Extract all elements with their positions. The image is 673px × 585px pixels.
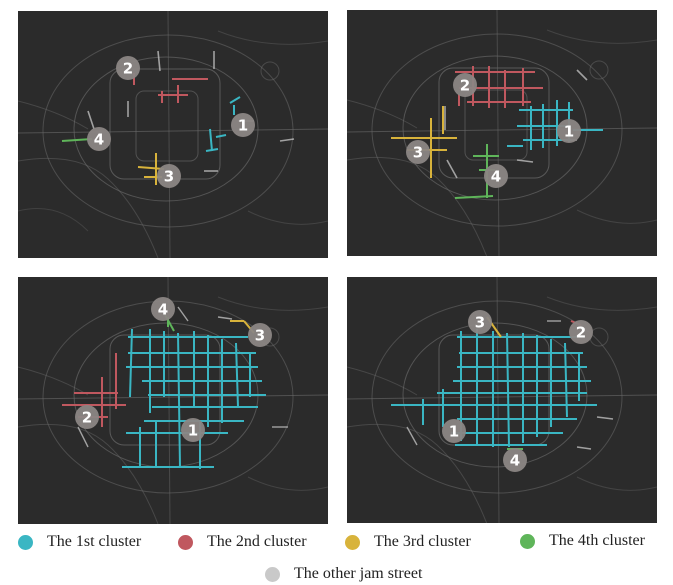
cluster-markers: 1 2 3 4 [442,310,593,472]
svg-text:1: 1 [188,422,198,440]
legend-label-cluster-2: The 2nd cluster [207,533,307,550]
legend-dot-cluster-3 [345,534,360,550]
legend-dot-other-jam-street [265,566,280,582]
cluster-marker-2: 2 [75,405,99,429]
svg-text:1: 1 [449,423,459,441]
svg-text:2: 2 [576,324,586,342]
legend-dot-cluster-2 [178,534,193,550]
legend-item-cluster-2: The 2nd cluster [178,532,307,552]
cluster-marker-3: 3 [406,140,430,164]
cluster-markers: 1 2 3 4 [87,56,255,188]
cluster-marker-3: 3 [157,164,181,188]
map-panel-4: 1 2 3 4 [347,277,657,523]
legend-item-cluster-3: The 3rd cluster [345,532,471,552]
svg-text:4: 4 [510,452,520,470]
cluster-2-streets [133,73,208,103]
cluster-marker-4: 4 [484,164,508,188]
cluster-marker-4: 4 [87,127,111,151]
map-panel-2: 1 2 3 4 [347,10,657,256]
legend-label-cluster-3: The 3rd cluster [374,533,471,550]
cluster-marker-1: 1 [557,119,581,143]
base-roads [347,10,657,256]
cluster-2-streets [62,353,126,427]
cluster-marker-2: 2 [453,73,477,97]
svg-text:1: 1 [564,123,574,141]
jam-roads-other [406,320,614,450]
cluster-4-streets [61,138,93,142]
svg-text:2: 2 [82,409,92,427]
map-panel-1: 1 2 3 4 [18,11,328,258]
cluster-markers: 1 2 3 4 [75,297,272,442]
map-3: 1 2 3 4 [18,277,328,524]
legend-dot-cluster-1 [18,534,33,550]
cluster-marker-3: 3 [468,310,492,334]
legend-dot-cluster-4 [520,533,535,549]
cluster-1-streets [122,328,266,469]
legend-label-other-jam-street: The other jam street [294,565,423,582]
cluster-1-streets [205,96,241,152]
cluster-1-streets [507,100,603,150]
map-2: 1 2 3 4 [347,10,657,256]
svg-text:4: 4 [491,168,501,186]
legend-item-cluster-1: The 1st cluster [18,532,141,552]
svg-text:4: 4 [158,301,168,319]
svg-text:3: 3 [475,314,485,332]
base-roads [347,277,657,523]
svg-text:2: 2 [123,60,133,78]
cluster-marker-4: 4 [503,448,527,472]
legend-item-other-jam-street: The other jam street [265,564,422,584]
cluster-marker-1: 1 [181,418,205,442]
cluster-marker-2: 2 [116,56,140,80]
cluster-1-streets [391,329,597,448]
map-4: 1 2 3 4 [347,277,657,523]
svg-text:1: 1 [238,117,248,135]
cluster-marker-1: 1 [442,419,466,443]
cluster-marker-2: 2 [569,320,593,344]
svg-text:2: 2 [460,77,470,95]
svg-text:3: 3 [413,144,423,162]
jam-roads-other [77,306,288,448]
cluster-marker-3: 3 [248,323,272,347]
cluster-markers: 1 2 3 4 [406,73,581,188]
legend-item-cluster-4: The 4th cluster [520,531,645,551]
legend-label-cluster-4: The 4th cluster [549,532,645,549]
map-1: 1 2 3 4 [18,11,328,258]
map-panel-3: 1 2 3 4 [18,277,328,524]
svg-text:3: 3 [164,168,174,186]
cluster-marker-4: 4 [151,297,175,321]
svg-text:4: 4 [94,131,104,149]
svg-text:3: 3 [255,327,265,345]
cluster-marker-1: 1 [231,113,255,137]
base-roads [18,11,328,258]
legend-label-cluster-1: The 1st cluster [47,533,142,550]
